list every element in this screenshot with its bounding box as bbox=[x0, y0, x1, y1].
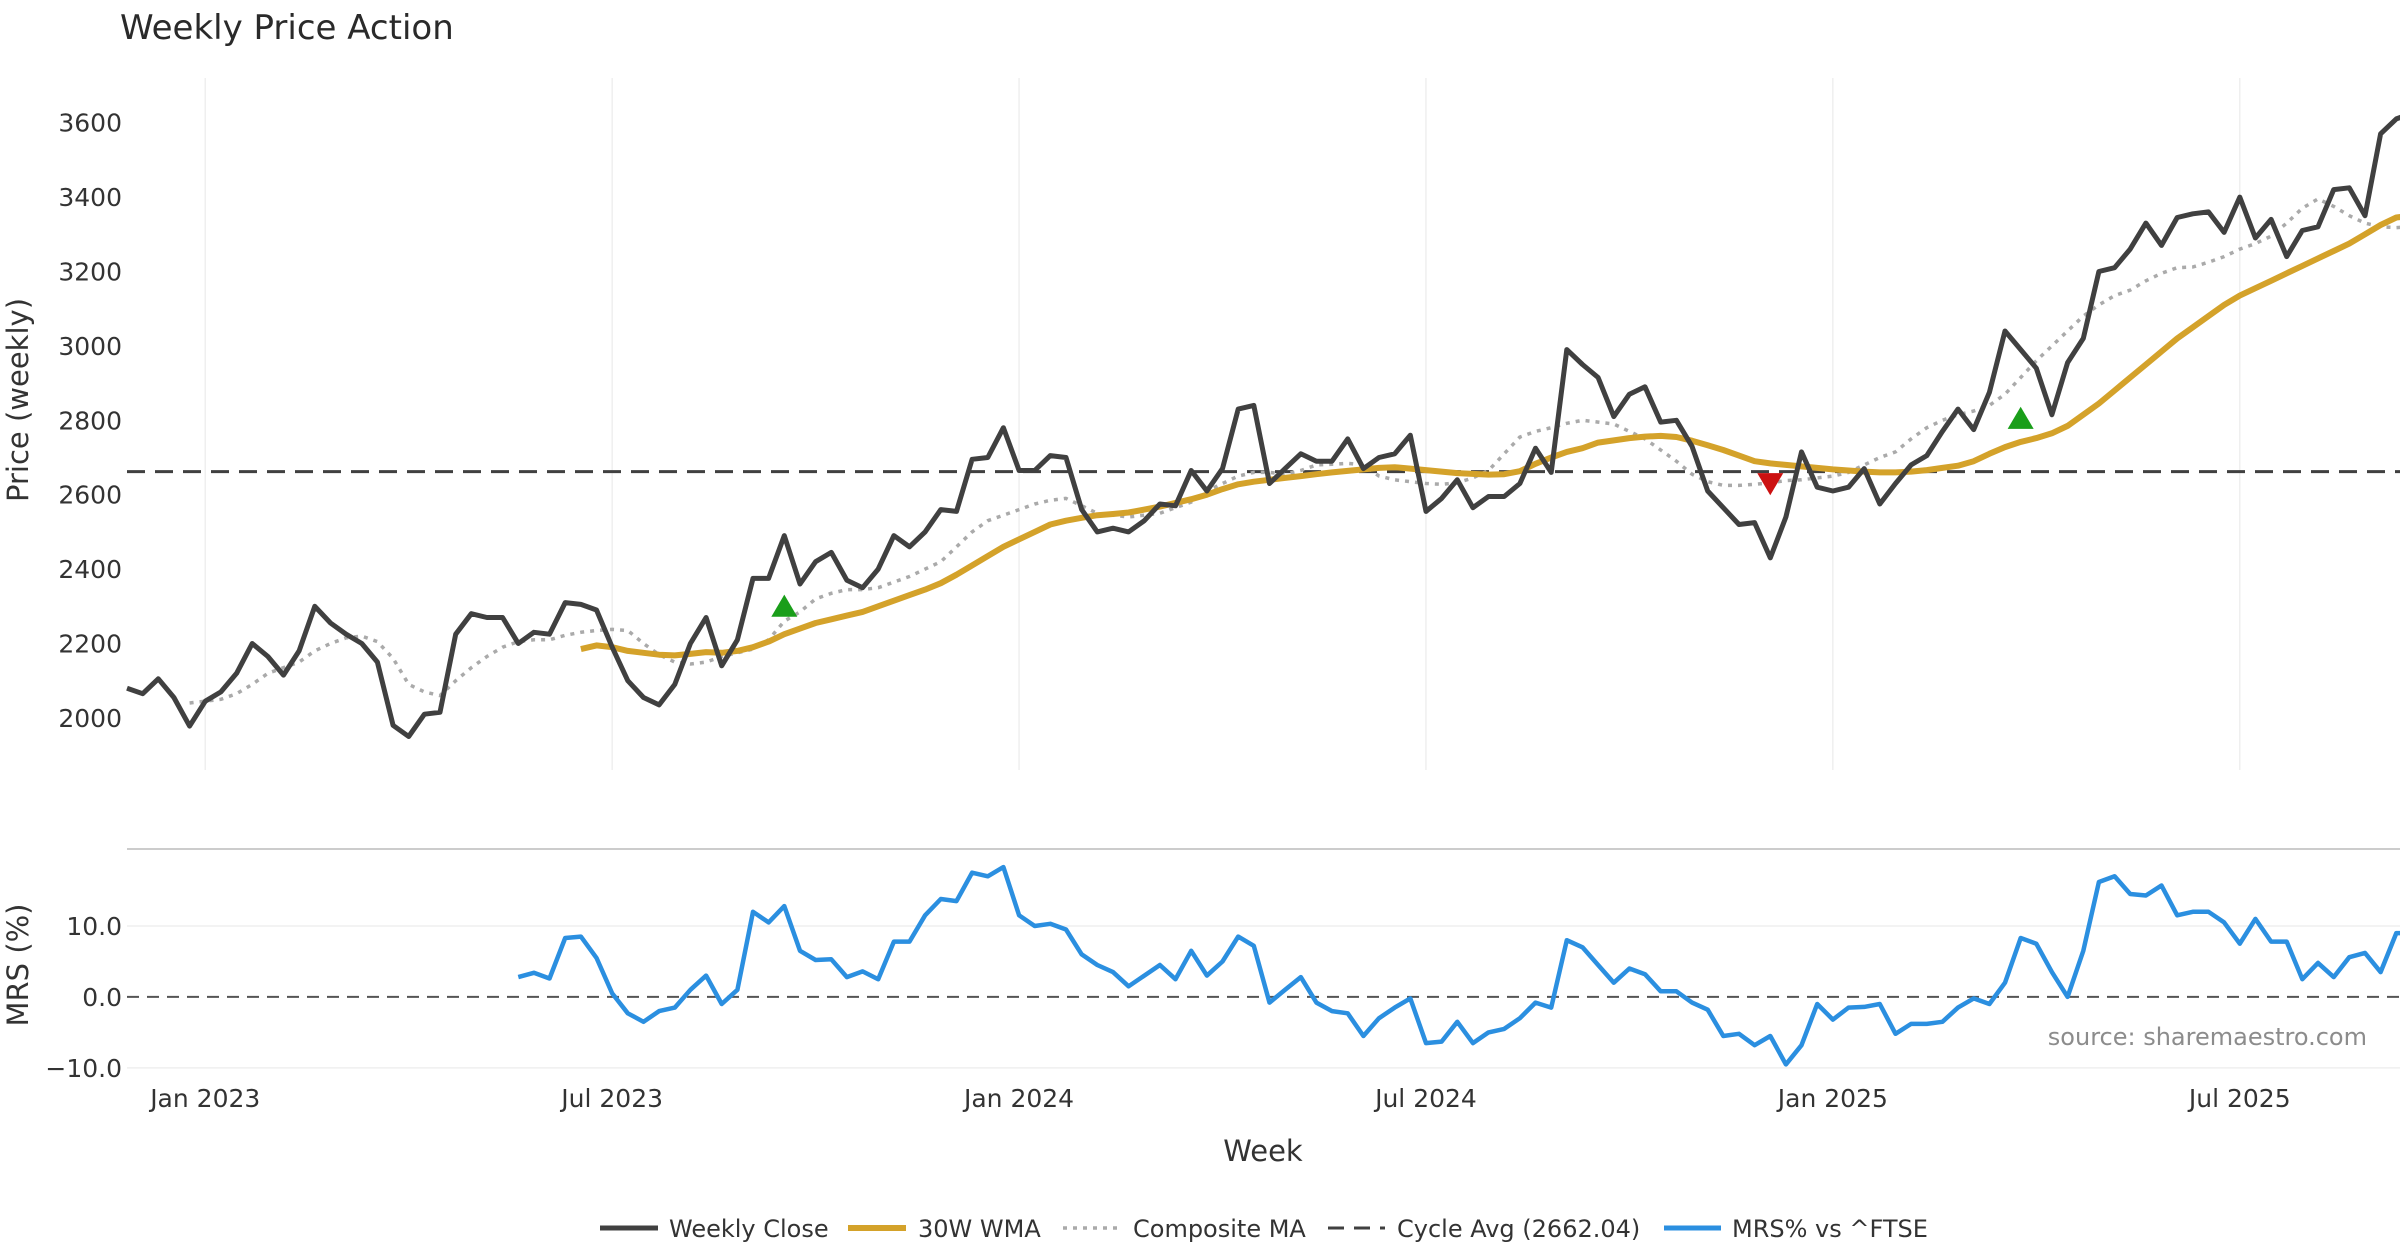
mrs-line bbox=[517, 864, 2400, 1067]
price-y-tick-label: 3200 bbox=[58, 257, 122, 286]
weekly-close-line bbox=[126, 114, 2400, 739]
x-tick-label: Jan 2025 bbox=[1776, 1084, 1888, 1113]
price-y-tick-label: 2000 bbox=[58, 704, 122, 733]
x-tick-label: Jul 2023 bbox=[559, 1084, 663, 1113]
mrs-y-axis-label: MRS (%) bbox=[1, 904, 35, 1027]
legend-label-close: Weekly Close bbox=[669, 1215, 829, 1243]
legend-label-composite: Composite MA bbox=[1133, 1215, 1306, 1243]
price-y-tick-label: 3400 bbox=[58, 183, 122, 212]
legend-label-cycle: Cycle Avg (2662.04) bbox=[1397, 1215, 1640, 1243]
x-tick-label: Jan 2023 bbox=[148, 1084, 260, 1113]
composite-ma-line bbox=[189, 197, 2400, 705]
mrs-y-tick-label: 0.0 bbox=[82, 983, 122, 1012]
legend-label-wma: 30W WMA bbox=[918, 1215, 1041, 1243]
x-axis-label: Week bbox=[1223, 1134, 1303, 1168]
vertical-gridlines bbox=[204, 78, 2241, 770]
x-tick-label: Jul 2025 bbox=[2187, 1084, 2291, 1113]
sell-signal-marker bbox=[1757, 473, 1784, 496]
legend: Weekly Close 30W WMA Composite MA Cycle … bbox=[600, 1215, 1928, 1243]
chart-title: Weekly Price Action bbox=[120, 8, 454, 48]
source-annotation: source: sharemaestro.com bbox=[2048, 1023, 2367, 1051]
price-y-axis-label: Price (weekly) bbox=[1, 298, 35, 502]
mrs-y-ticks: 10.0 0.0 −10.0 bbox=[45, 912, 2400, 1083]
wma-30w-line bbox=[580, 214, 2400, 659]
x-tick-label: Jul 2024 bbox=[1373, 1084, 1477, 1113]
buy-signal-marker bbox=[771, 594, 798, 617]
mrs-y-tick-label: 10.0 bbox=[66, 912, 122, 941]
x-tick-label: Jan 2024 bbox=[962, 1084, 1074, 1113]
mrs-y-tick-label: −10.0 bbox=[45, 1054, 122, 1083]
price-y-tick-label: 3600 bbox=[58, 109, 122, 138]
price-y-tick-label: 2400 bbox=[58, 555, 122, 584]
price-y-tick-label: 2600 bbox=[58, 481, 122, 510]
price-y-tick-label: 2800 bbox=[58, 406, 122, 435]
x-axis-ticks: Jan 2023 Jul 2023 Jan 2024 Jul 2024 Jan 2025… bbox=[148, 1084, 2290, 1113]
buy-signal-marker bbox=[2007, 406, 2034, 429]
price-y-tick-label: 3000 bbox=[58, 332, 122, 361]
legend-label-mrs: MRS% vs ^FTSE bbox=[1732, 1215, 1928, 1243]
price-y-tick-label: 2200 bbox=[58, 630, 122, 659]
price-y-ticks: 2000 2200 2400 2600 2800 3000 3200 3400 3600 bbox=[58, 109, 122, 733]
signal-markers bbox=[771, 406, 2034, 617]
